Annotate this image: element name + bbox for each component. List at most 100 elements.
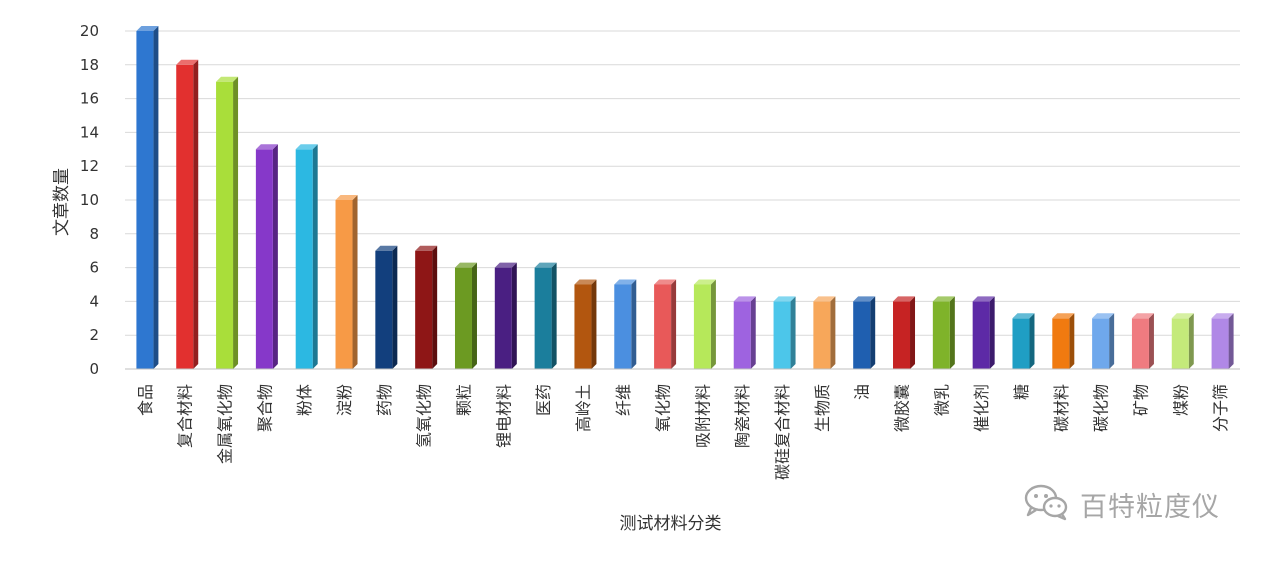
x-tick-label: 纤维 [614,384,633,416]
bar-top [972,296,995,302]
x-tick-label: 陶瓷材料 [733,384,752,448]
bar-top [1092,313,1115,319]
bar-front [932,301,950,369]
bar-top [255,144,278,150]
bar-front [1012,318,1030,369]
bar [454,262,477,369]
bar [614,279,637,369]
bar-side [432,245,438,369]
bar-front [415,250,433,369]
bar [534,262,557,369]
bar-top [932,296,955,302]
watermark-text: 百特粒度仪 [1080,491,1220,523]
x-tick-label: 锂电材料 [494,384,513,448]
x-tick-label: 氧化物 [654,384,673,432]
bar-side [193,59,199,370]
y-tick-label: 6 [89,259,99,277]
bar-top [534,262,557,268]
bar [415,245,438,369]
x-tick-label: 金属氧化物 [216,384,235,464]
bar-side [591,279,597,369]
bar-side [750,296,756,369]
x-axis-title: 测试材料分类 [620,514,722,534]
bar-front [1092,318,1110,369]
bar [733,296,756,369]
bar [1012,313,1035,369]
bar [1052,313,1075,369]
bar [693,279,716,369]
bar-side [949,296,955,369]
bar-top [176,59,199,65]
x-tick-label: 糖 [1012,384,1031,400]
bar-front [654,284,672,369]
x-axis-labels: 食品 复合材料 金属氧化物 聚合物 粉体 淀粉 药物 氢氧化物 颗粒 锂电材料 医药 高岭土 纤维 氧化物… [136,384,1230,480]
bar-side [1109,313,1115,369]
x-tick-label: 吸附材料 [693,384,712,448]
bar-top [654,279,677,285]
bar-front [295,149,313,369]
y-tick-label: 0 [89,360,99,378]
bar [1171,313,1194,369]
bar-top [1171,313,1194,319]
x-tick-label: 生物质 [813,384,832,432]
bar-top [693,279,716,285]
x-tick-label: 药物 [375,384,394,416]
y-tick-label: 4 [89,292,99,310]
bar-side [989,296,995,369]
x-tick-label: 食品 [136,384,155,416]
bar-front [893,301,911,369]
bar [813,296,836,369]
bar-side [352,195,358,369]
x-tick-label: 分子筛 [1211,384,1230,432]
bar-side [1228,313,1234,369]
bar-side [392,245,398,369]
bars [136,26,1234,370]
bar-top [733,296,756,302]
bar-side [312,144,318,369]
bar-side [1188,313,1194,369]
y-tick-label: 20 [80,22,99,40]
y-tick-label: 2 [89,326,99,344]
bar [932,296,955,369]
bar-side [631,279,637,369]
x-tick-label: 矿物 [1131,384,1150,416]
bar [853,296,876,369]
x-tick-label: 微乳 [932,384,951,416]
bar-front [693,284,711,369]
x-tick-label: 煤粉 [1171,384,1190,416]
bar-front [136,31,154,369]
y-tick-label: 8 [89,225,99,243]
bar-side [233,76,239,369]
bar-side [910,296,916,369]
bar-side [830,296,836,369]
bar-front [1171,318,1189,369]
bar-front [176,64,194,370]
bar-front [972,301,990,369]
bar-top [893,296,916,302]
bar-top [1131,313,1154,319]
bar-top [375,245,398,251]
y-tick-label: 12 [80,157,99,175]
y-tick-label: 14 [80,123,99,141]
bar-side [790,296,796,369]
bar-front [454,267,472,369]
bar-side [471,262,477,369]
bar-front [733,301,751,369]
y-tick-label: 16 [80,90,99,108]
bar-front [1052,318,1070,369]
bar-side [272,144,278,369]
x-tick-label: 淀粉 [335,384,354,416]
x-tick-label: 油 [853,384,872,400]
bar [574,279,597,369]
bar-side [153,26,159,369]
x-tick-label: 氢氧化物 [415,384,434,448]
bar-top [813,296,836,302]
y-tick-label: 18 [80,56,99,74]
bar [773,296,796,369]
grid-lines [125,30,1240,336]
bar-side [1029,313,1035,369]
wechat-icon [1022,482,1072,526]
bar-top [415,245,438,251]
x-tick-label: 颗粒 [454,384,473,416]
